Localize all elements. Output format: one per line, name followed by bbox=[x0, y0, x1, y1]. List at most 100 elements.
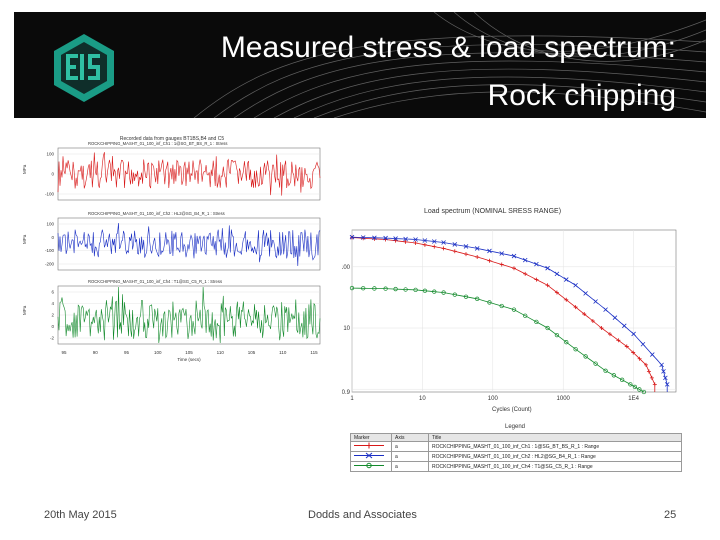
page-number: 25 bbox=[664, 509, 677, 521]
legend-title: ROCKCHIPPING_MASHT_01_100_inf_Ch1 : 1@SG… bbox=[428, 441, 682, 452]
chart-point bbox=[487, 248, 492, 254]
timeseries-signal-line bbox=[57, 152, 321, 196]
chart-point bbox=[487, 258, 492, 263]
timeseries-x-tick-label: 110 bbox=[217, 350, 225, 355]
timeseries-y-axis-label: MPa bbox=[22, 305, 27, 315]
timeseries-y-tick-label: 0 bbox=[51, 324, 54, 329]
chart-point bbox=[487, 300, 492, 305]
chart-point bbox=[603, 368, 608, 373]
chart-point bbox=[545, 283, 550, 288]
legend-axis: a bbox=[391, 451, 429, 462]
chart-point bbox=[441, 246, 446, 251]
timeseries-y-tick-label: 6 bbox=[51, 290, 54, 295]
legend-header-axis: Axis bbox=[391, 433, 429, 442]
chart-point bbox=[631, 350, 636, 355]
chart-point bbox=[593, 299, 598, 304]
chart-series-line bbox=[351, 287, 645, 393]
chart-point bbox=[564, 340, 569, 345]
chart-point bbox=[659, 362, 664, 368]
chart-point bbox=[599, 326, 604, 331]
chart-point bbox=[564, 297, 569, 302]
chart-y-tick-label: 0.9 bbox=[342, 390, 351, 396]
timeseries-figure: Recorded data from gauges BT1BS,B4 and C… bbox=[18, 128, 326, 364]
chart-point bbox=[563, 277, 569, 282]
load-spectrum-chart: 1 10 100 1000 1E4 100 10 0.9 bbox=[342, 229, 677, 402]
chart-point bbox=[534, 277, 539, 282]
timeseries-y-axis-label: MPa bbox=[22, 234, 27, 244]
title-banner: Measured stress & load spectrum: Rock ch… bbox=[14, 12, 706, 118]
chart-point bbox=[640, 341, 646, 347]
timeseries-x-tick-label: 95 bbox=[124, 350, 130, 355]
chart-point bbox=[545, 265, 550, 271]
chart-point bbox=[431, 239, 437, 244]
timeseries-plots: ROCKCHIPPING_MASHT_01_100_inf_Ch1 : 1@SG… bbox=[22, 141, 321, 362]
chart-point bbox=[649, 375, 654, 380]
timeseries-plot-frame bbox=[57, 217, 321, 271]
timeseries-y-tick-label: 100 bbox=[46, 152, 54, 157]
chart-point bbox=[393, 238, 398, 243]
chart-point bbox=[463, 252, 468, 257]
chart-point bbox=[573, 282, 578, 288]
chart-x-tick-label: 1E4 bbox=[628, 396, 639, 402]
timeseries-y-tick-label: 4 bbox=[51, 301, 54, 306]
timeseries-y-tick-label: 2 bbox=[51, 313, 54, 318]
timeseries-x-tick-label: 90 bbox=[93, 350, 99, 355]
chart-point bbox=[372, 235, 377, 241]
legend-title: ROCKCHIPPING_MASHT_01_100_inf_Ch4 : T1@S… bbox=[428, 461, 682, 472]
chart-y-tick-label: 100 bbox=[342, 265, 351, 271]
chart-point bbox=[452, 249, 457, 254]
chart-point bbox=[590, 319, 595, 324]
legend-marker-blue bbox=[350, 451, 392, 462]
slide-title: Measured stress & load spectrum: Rock ch… bbox=[221, 24, 676, 118]
chart-series-line bbox=[351, 237, 656, 392]
chart-point bbox=[403, 236, 408, 242]
chart-point bbox=[422, 242, 427, 247]
legend-axis: a bbox=[391, 441, 429, 452]
legend-marker-blue-icon bbox=[354, 452, 384, 459]
chart-point bbox=[463, 244, 469, 249]
footer-company: Dodds and Associates bbox=[308, 509, 417, 521]
chart-point bbox=[413, 287, 418, 293]
chart-point bbox=[511, 307, 517, 312]
timeseries-y-axis-label: MPa bbox=[22, 164, 27, 174]
chart-point bbox=[661, 369, 666, 374]
chart-point bbox=[361, 286, 366, 291]
chart-point bbox=[664, 382, 670, 387]
timeseries-x-tick-label: 115 bbox=[310, 350, 318, 355]
chart-point bbox=[554, 271, 560, 277]
timeseries-signal-line bbox=[57, 286, 321, 344]
timeseries-x-tick-label: 105 bbox=[185, 350, 193, 355]
chart-point bbox=[621, 323, 627, 329]
chart-point bbox=[624, 344, 629, 349]
legend-title: ROCKCHIPPING_MASHT_01_100_inf_Ch2 : HL2@… bbox=[428, 451, 682, 462]
timeseries-y-tick-label: 0 bbox=[51, 235, 54, 240]
chart-point bbox=[512, 266, 516, 271]
chart-point bbox=[452, 292, 457, 297]
chart-point bbox=[499, 251, 505, 256]
chart-point bbox=[522, 257, 528, 263]
chart-point bbox=[631, 331, 636, 337]
chart-point bbox=[583, 291, 588, 296]
timeseries-y-tick-label: 0 bbox=[51, 172, 54, 177]
legend-table: Marker Axis Title a ROCKCHIPPING_MASHT_0… bbox=[350, 433, 682, 472]
slide-title-line2: Rock chipping bbox=[487, 79, 676, 112]
legend-row: a ROCKCHIPPING_MASHT_01_100_inf_Ch1 : 1@… bbox=[350, 441, 682, 452]
chart-point bbox=[632, 384, 638, 390]
chart-point bbox=[641, 389, 647, 395]
chart-x-tick-label: 1000 bbox=[557, 396, 571, 402]
chart-x-axis-label: Cycles (Count) bbox=[492, 407, 532, 413]
chart-x-tick-label: 100 bbox=[488, 396, 499, 402]
chart-point bbox=[452, 242, 458, 247]
chart-point bbox=[475, 296, 480, 301]
timeseries-y-tick-label: -100 bbox=[45, 192, 55, 197]
chart-point bbox=[663, 375, 668, 381]
chart-point bbox=[432, 244, 437, 249]
chart-point bbox=[474, 246, 480, 251]
chart-point bbox=[441, 290, 446, 295]
chart-title: Load spectrum (NOMINAL SRESS RANGE) bbox=[424, 208, 562, 215]
legend-marker-green-icon bbox=[354, 462, 384, 469]
timeseries-x-tick-label: 95 bbox=[61, 350, 67, 355]
chart-point bbox=[607, 332, 612, 337]
timeseries-subplot-label: ROCKCHIPPING_MASHT_01_100_inf_Ch2 : HL2@… bbox=[88, 211, 225, 216]
chart-point bbox=[499, 262, 504, 267]
